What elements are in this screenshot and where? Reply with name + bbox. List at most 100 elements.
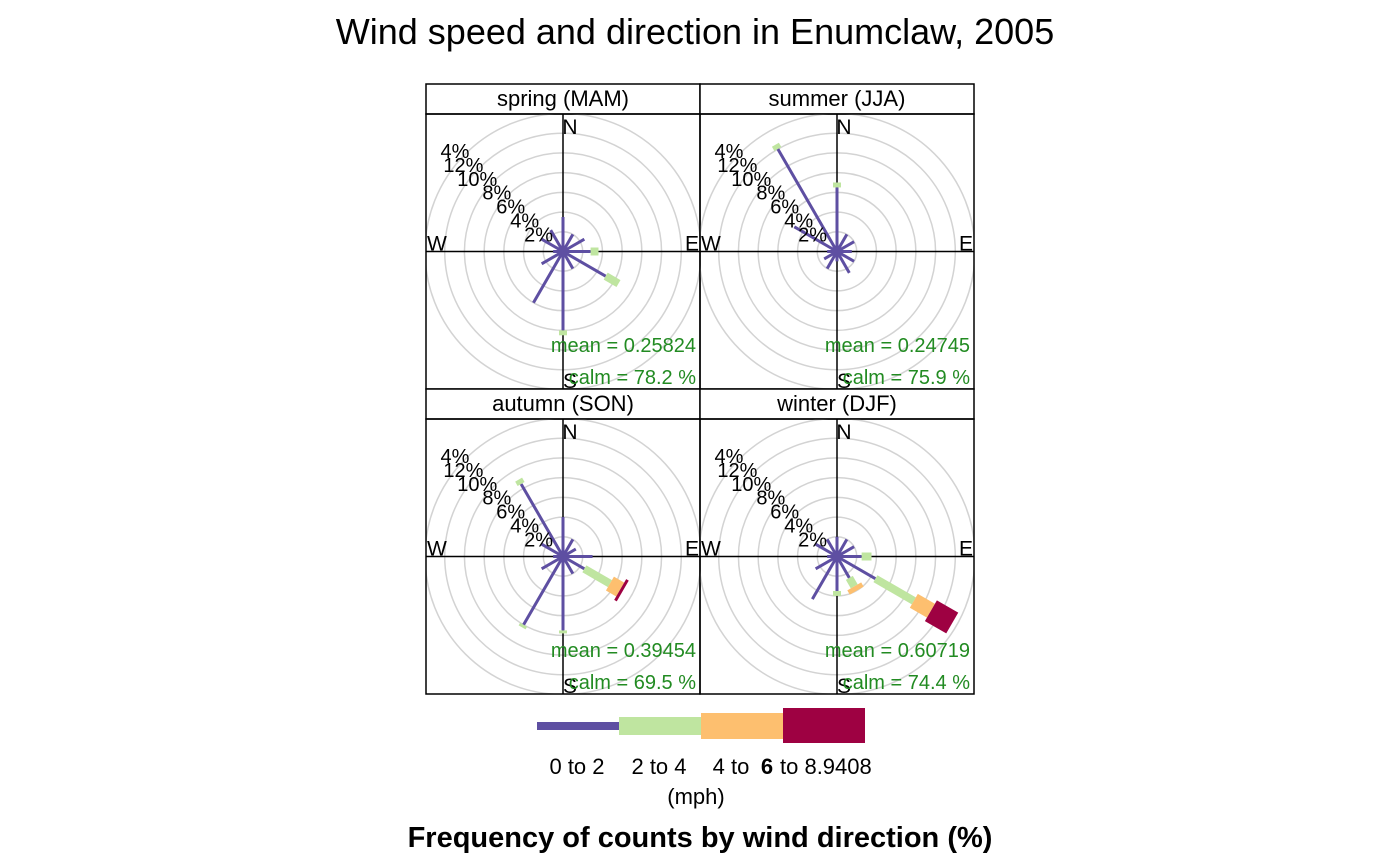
petal-dir-330-bin-1 [825,538,839,558]
petal-dir-150-bin-1 [835,250,851,274]
ring-label: 12% [443,155,483,177]
ring-label: 6% [770,197,799,219]
compass-n: N [836,116,851,139]
petal-dir-210-bin-1 [522,555,565,626]
legend-units: (mph) [667,784,724,809]
legend-swatch-bin-1 [537,722,619,730]
petal-dir-120-bin-1 [836,555,877,580]
compass-e: E [685,233,699,256]
compass-w: W [701,538,721,561]
ring-label: 8% [756,183,785,205]
petal-dir-120-bin-3 [605,576,625,597]
petal-dir-60-bin-1 [562,237,586,253]
ring-label: 12% [717,460,757,482]
calm-label: calm = 69.5 % [569,672,697,694]
petal-dir-330-bin-1 [549,229,565,253]
ring-label: 10% [457,474,497,496]
petal-dir-330-bin-1 [519,483,565,558]
compass-s: S [563,370,577,393]
compass-e: E [959,233,973,256]
ring-label: 4% [784,516,813,538]
petal-dir-300-bin-1 [540,542,564,558]
legend: 0 to 2 2 to 4 4 to 6 to 8.9408 (mph) [537,708,872,809]
legend-label-bin-4-start: 6 [761,754,773,779]
ring-label: 8% [482,183,511,205]
petal-dir-120-bin-4 [924,600,959,634]
ring-label: 10% [731,169,771,191]
petal-dir-60-bin-1 [836,545,855,558]
petal-dir-210-bin-1 [825,250,839,270]
compass-s: S [563,675,577,698]
ring-label: 2% [798,225,827,247]
petal-dir-240-bin-1 [814,555,838,571]
panel-strip [699,388,975,420]
legend-swatch-bin-3 [701,713,783,739]
petal-dir-330-bin-2 [771,142,782,152]
petal-dir-120-bin-2 [873,575,916,605]
calm-label: calm = 78.2 % [569,367,697,389]
petal-dir-210-bin-1 [532,250,565,304]
petal-dir-30-bin-1 [561,233,575,253]
petal-dir-120-bin-4 [614,579,629,602]
ring-label: 6% [496,502,525,524]
ring-label: 4% [441,446,470,468]
ring-label: 12% [717,155,757,177]
petal-dir-120-bin-2 [603,272,621,287]
ring-label: 4% [715,446,744,468]
chart-title: Wind speed and direction in Enumclaw, 20… [336,11,1054,52]
legend-label-bin-1: 0 to 2 [549,754,604,779]
compass-s: S [837,675,851,698]
petal-dir-150-bin-1 [835,555,851,579]
compass-n: N [562,116,577,139]
petal-dir-30-bin-1 [835,538,849,558]
petal-dir-120-bin-2 [582,565,612,588]
mean-label: mean = 0.39454 [551,640,696,662]
petal-dir-120-bin-1 [562,250,607,278]
petal-dir-120-bin-1 [836,250,855,263]
legend-swatch-bin-2 [619,717,701,735]
petal-dir-300-bin-1 [814,542,838,558]
compass-e: E [959,538,973,561]
panel-strip-title: summer (JJA) [769,86,906,111]
petal-dir-60-bin-1 [836,240,855,253]
petal-dir-210-bin-1 [811,555,839,600]
legend-label-bin-3: 4 to [713,754,750,779]
legend-label-bin-2: 2 to 4 [631,754,686,779]
calm-label: calm = 74.4 % [843,672,971,694]
ring-label: 4% [510,516,539,538]
petal-dir-150-bin-1 [561,555,575,575]
petal-dir-240-bin-1 [540,250,564,266]
compass-n: N [562,421,577,444]
petal-dir-300-bin-1 [540,237,564,253]
calm-label: calm = 75.9 % [843,367,971,389]
legend-swatch-bin-4 [783,708,865,743]
ring-label: 12% [443,460,483,482]
petal-dir-150-bin-2 [845,575,858,589]
compass-w: W [427,233,447,256]
mean-label: mean = 0.25824 [551,335,696,357]
ring-label: 4% [784,211,813,233]
petal-dir-330-bin-2 [515,477,525,486]
ring-label: 10% [457,169,497,191]
ring-label: 4% [715,141,744,163]
ring-label: 10% [731,474,771,496]
ring-label: 4% [441,141,470,163]
petal-dir-150-bin-3 [847,582,864,595]
legend-label-bin-4-end: to 8.9408 [780,754,872,779]
mean-label: mean = 0.24745 [825,335,970,357]
panel-frame [699,418,975,695]
petal-dir-120-bin-1 [562,555,586,571]
compass-n: N [836,421,851,444]
compass-w: W [427,538,447,561]
compass-s: S [837,370,851,393]
petal-dir-150-bin-1 [561,250,575,270]
x-axis-label: Frequency of counts by wind direction (%… [408,822,993,854]
